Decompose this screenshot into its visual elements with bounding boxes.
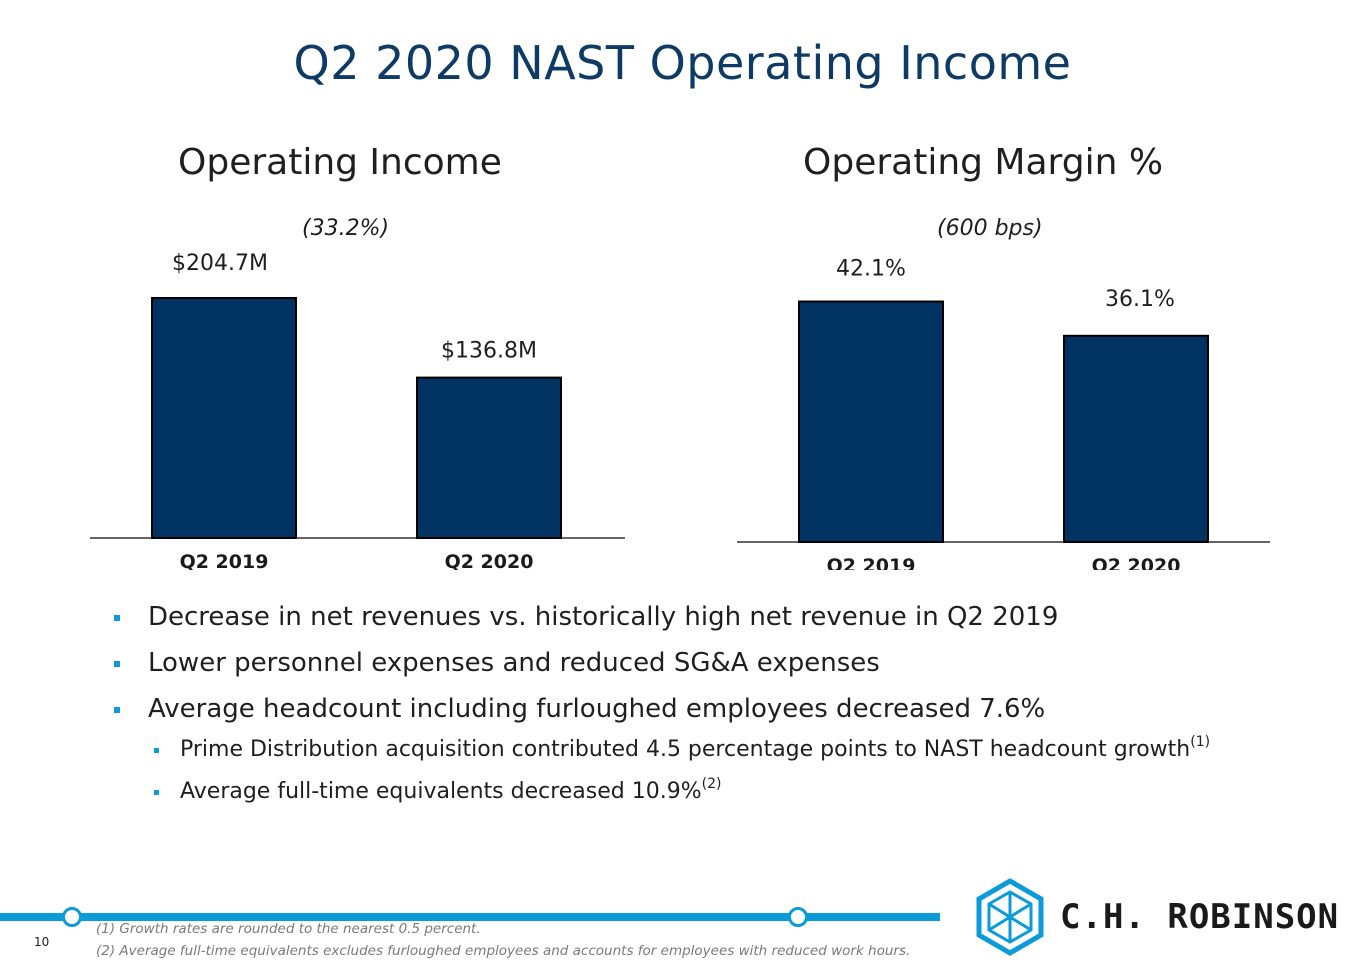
bullet-net-revenue: Decrease in net revenues vs. historicall… (112, 594, 1292, 640)
category-label: Q2 2019 (827, 555, 916, 570)
footer-accent-line (0, 913, 940, 921)
sub-bullet-fte: Average full-time equivalents decreased … (112, 776, 1292, 806)
operating-margin-change: (600 bps) (937, 216, 1043, 241)
ch-robinson-logo-icon (976, 878, 1044, 956)
value-label: $136.8M (441, 339, 537, 364)
operating-margin-heading: Operating Margin % (803, 142, 1164, 183)
bar-q2-2019 (151, 296, 297, 540)
footnote-ref-1: (1) (1190, 734, 1211, 750)
value-label: 42.1% (836, 257, 906, 282)
footer-node-left (62, 907, 82, 927)
sub-bullet-prime-distribution: Prime Distribution acquisition contribut… (112, 734, 1292, 764)
bar-q2-2019 (798, 300, 944, 544)
bullet-personnel-expenses: Lower personnel expenses and reduced SG&… (112, 640, 1292, 686)
bullet-list: Decrease in net revenues vs. historicall… (112, 594, 1292, 806)
value-label: $204.7M (172, 251, 268, 276)
bar-q2-2020 (1063, 334, 1209, 543)
operating-income-heading: Operating Income (178, 142, 502, 183)
sub-bullet-prime-distribution-text: Prime Distribution acquisition contribut… (180, 737, 1191, 762)
operating-margin-bars: 42.1% Q2 2019 36.1% Q2 2020 (737, 257, 1270, 570)
bullet-headcount: Average headcount including furloughed e… (112, 686, 1292, 732)
slide-title: Q2 2020 NAST Operating Income (293, 36, 1072, 90)
category-label: Q2 2019 (180, 551, 269, 570)
footnote-2: (2) Average full-time equivalents exclud… (96, 943, 911, 959)
footnote-ref-2: (2) (701, 776, 722, 792)
value-label: 36.1% (1105, 287, 1175, 312)
sub-bullet-fte-text: Average full-time equivalents decreased … (180, 779, 702, 804)
operating-income-bars: $204.7M Q2 2019 $136.8M Q2 2020 (90, 251, 625, 570)
brand-wordmark: C.H. ROBINSON (1060, 897, 1340, 937)
category-label: Q2 2020 (1092, 555, 1181, 570)
category-label: Q2 2020 (445, 551, 534, 570)
footer-node-right (788, 907, 808, 927)
page-number: 10 (34, 935, 50, 949)
bar-q2-2020 (416, 376, 562, 539)
operating-income-change: (33.2%) (302, 216, 390, 241)
footnote-1: (1) Growth rates are rounded to the near… (96, 921, 481, 937)
